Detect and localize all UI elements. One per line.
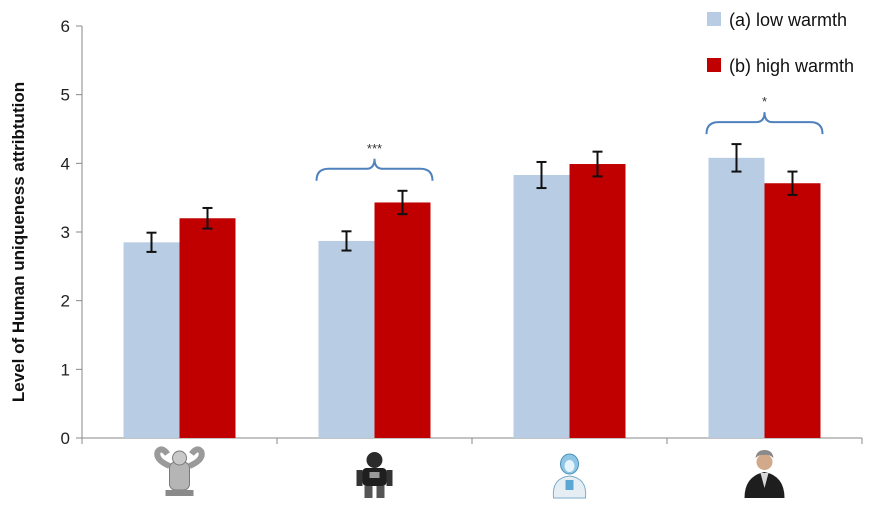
category-icons [154,446,785,499]
significance-label: *** [367,141,382,156]
y-axis-title: Level of Human uniqueness attribtution [9,82,28,402]
y-tick-label: 5 [61,86,70,105]
error-bar [536,160,547,190]
legend-label: (a) low warmth [729,10,847,30]
legend: (a) low warmth (b) high warmth [707,10,854,76]
y-tick-label: 3 [61,223,70,242]
y-tick-label: 2 [61,292,70,311]
significance-bracket [315,158,434,181]
error-bars [146,143,798,253]
y-tick-label: 1 [61,360,70,379]
significance-label: * [762,94,767,109]
legend-swatch [707,58,721,72]
error-bar [397,189,408,216]
bar-series-1-cat-2 [318,240,375,438]
y-tick-label: 4 [61,154,70,173]
bar-series-2-cat-3 [569,164,626,438]
human-person-icon [744,450,785,498]
error-bar [731,143,742,173]
android-robot-icon [552,453,587,499]
legend-item-1: (a) low warmth [707,10,847,30]
legend-label: (b) high warmth [729,56,854,76]
industrial-robot-icon [154,446,205,496]
y-tick-label: 6 [61,17,70,36]
error-bar [341,230,352,252]
bar-series-2-cat-2 [374,202,431,438]
bars [123,157,821,439]
bar-series-2-cat-1 [179,218,236,438]
humanoid-robot-icon [356,452,393,498]
bar-series-1-cat-1 [123,242,180,438]
bar-series-1-cat-3 [513,175,570,439]
significance-annotations: **** [315,94,824,181]
error-bar [787,170,798,196]
bar-series-2-cat-4 [764,183,821,438]
legend-item-2: (b) high warmth [707,56,854,76]
error-bar [202,206,213,230]
y-tick-label: 0 [61,429,70,448]
error-bar [592,150,603,178]
legend-swatch [707,12,721,26]
significance-bracket [705,112,824,135]
error-bar [146,231,157,253]
bar-series-1-cat-4 [708,157,765,438]
